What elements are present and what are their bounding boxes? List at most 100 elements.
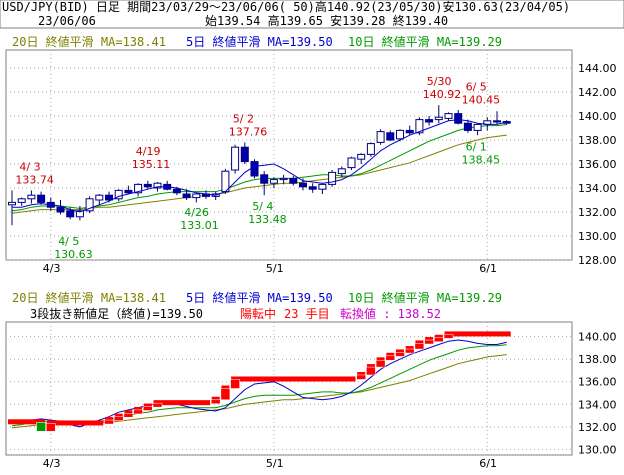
brick-plateau bbox=[386, 352, 395, 358]
top-plot-frame bbox=[5, 49, 573, 261]
candle-up bbox=[328, 171, 337, 185]
bot-y-tick: 136.00 bbox=[578, 376, 617, 389]
top-y-tick: 136.00 bbox=[578, 158, 617, 171]
candle-up bbox=[153, 182, 162, 189]
kagi-trend: 陽転中 bbox=[240, 306, 276, 321]
brick-up bbox=[434, 337, 444, 343]
kagi-count: 23 手目 bbox=[284, 307, 330, 321]
brick-up bbox=[414, 343, 425, 350]
annot-date: 6/ 5 bbox=[466, 81, 487, 94]
candle-down bbox=[308, 186, 317, 190]
bottom-plot: 140.00 138.00 136.00 134.00 132.00 130.00 4/3 5… bbox=[5, 321, 617, 470]
candle-down bbox=[493, 120, 501, 123]
annot-value: 133.48 bbox=[248, 213, 287, 226]
candle-up bbox=[95, 194, 104, 201]
legend2-ma20: 20日 終値平滑 MA=138.41 bbox=[12, 290, 166, 305]
annot-date: 4/19 bbox=[136, 145, 161, 158]
kagi-switch: 転換値 : 138.52 bbox=[340, 306, 441, 321]
annot-date: 6/ 1 bbox=[466, 141, 487, 154]
candle-up bbox=[434, 116, 443, 121]
top-y-tick: 142.00 bbox=[578, 86, 617, 99]
brick-plateau bbox=[143, 403, 152, 409]
brick-up bbox=[385, 355, 396, 361]
brick-plateau bbox=[425, 337, 434, 343]
candle-down bbox=[66, 210, 75, 218]
annot-value: 133.01 bbox=[180, 219, 219, 232]
bot-y-tick: 140.00 bbox=[578, 331, 617, 344]
brick-plateau bbox=[434, 334, 443, 340]
brick-up bbox=[152, 402, 163, 408]
brick-plateau bbox=[105, 417, 113, 423]
annot-value: 138.45 bbox=[462, 154, 501, 167]
annot-value: 133.74 bbox=[15, 173, 54, 186]
bottom-plot-frame bbox=[5, 321, 573, 456]
top-plot: 144.00 142.00 140.00 138.00 136.00 134.00 132.… bbox=[5, 49, 617, 275]
candle-up bbox=[114, 189, 123, 200]
candle-down bbox=[143, 183, 152, 188]
legend2-ma5: 5日 終値平滑 MA=139.50 bbox=[186, 290, 333, 305]
ma20-line bbox=[11, 134, 507, 214]
candle-down bbox=[260, 174, 269, 184]
candle-down bbox=[172, 188, 181, 194]
brick-up bbox=[366, 366, 376, 376]
brick-up bbox=[210, 399, 221, 405]
candle-up bbox=[347, 157, 356, 169]
brick-plateau bbox=[46, 420, 104, 426]
brick-plateau bbox=[405, 346, 414, 352]
brick-plateau bbox=[134, 406, 143, 412]
brick-up bbox=[220, 388, 231, 401]
candle-down bbox=[425, 119, 434, 123]
candle-down bbox=[386, 132, 395, 141]
brick-plateau bbox=[211, 396, 220, 402]
candle-up bbox=[17, 198, 26, 203]
top-y-tick: 138.00 bbox=[578, 134, 617, 147]
candle-up bbox=[279, 177, 288, 181]
brick-up bbox=[123, 413, 134, 418]
brick-plateau bbox=[357, 371, 366, 377]
bot-y-tick: 138.00 bbox=[578, 353, 617, 366]
brick-up bbox=[230, 379, 240, 389]
candle-down bbox=[105, 194, 113, 201]
brick-plateau bbox=[8, 419, 46, 425]
candle-down bbox=[250, 161, 259, 177]
candle-down bbox=[182, 193, 191, 199]
annot-value: 135.11 bbox=[132, 158, 171, 171]
top-y-tick: 128.00 bbox=[578, 254, 617, 267]
brick-plateau bbox=[221, 385, 230, 391]
brick-plateau bbox=[376, 357, 385, 363]
annot-value: 140.92 bbox=[423, 88, 462, 101]
brick-up bbox=[46, 423, 56, 432]
candle-down bbox=[124, 189, 133, 194]
candle-up bbox=[318, 183, 327, 190]
header-ohlc: 始139.54 高139.65 安139.28 終139.40 bbox=[205, 13, 448, 28]
candle-up bbox=[357, 153, 366, 160]
brick-up bbox=[104, 419, 114, 425]
legend-ma5: 5日 終値平滑 MA=139.50 bbox=[186, 34, 333, 49]
annot-value: 140.45 bbox=[462, 94, 501, 107]
annot-date: 5/ 2 bbox=[233, 112, 254, 125]
top-x-tick: 5/1 bbox=[266, 262, 284, 275]
candle-down bbox=[463, 122, 472, 131]
brick-up bbox=[375, 360, 386, 368]
annot-date: 4/ 3 bbox=[19, 160, 40, 173]
candle-up bbox=[231, 146, 240, 171]
brick-up bbox=[356, 374, 366, 380]
header-date: 23/06/06 bbox=[38, 14, 96, 28]
bot-y-tick: 132.00 bbox=[578, 421, 617, 434]
brick-plateau bbox=[153, 400, 210, 406]
brick-up bbox=[443, 334, 454, 339]
top-y-tick: 144.00 bbox=[578, 62, 617, 75]
candle-up bbox=[8, 201, 16, 206]
candle-down bbox=[56, 206, 65, 213]
brick-up bbox=[143, 406, 153, 411]
brick-up bbox=[395, 352, 405, 357]
legend-ma20: 20日 終値平滑 MA=138.41 bbox=[12, 34, 166, 49]
candle-up bbox=[27, 194, 36, 200]
bot-y-tick: 134.00 bbox=[578, 398, 617, 411]
candle-up bbox=[366, 143, 375, 155]
top-y-tick: 132.00 bbox=[578, 206, 617, 219]
candle-up bbox=[192, 193, 201, 199]
candle-down bbox=[37, 194, 46, 203]
legend2-ma10: 10日 終値平滑 MA=139.29 bbox=[348, 290, 502, 305]
